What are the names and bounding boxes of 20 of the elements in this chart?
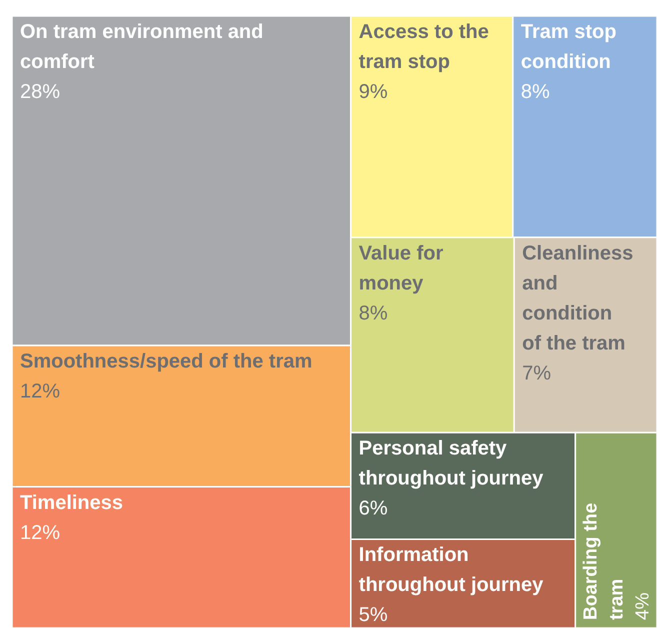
data-label: 6% bbox=[358, 498, 388, 520]
category-label: Personal safety throughout journey bbox=[358, 438, 544, 490]
category-label: Access to the tram stop bbox=[358, 21, 489, 73]
data-label: 7% bbox=[522, 362, 552, 384]
data-label: 4% bbox=[632, 592, 654, 620]
category-label: Boarding the tram bbox=[580, 502, 628, 620]
category-label: Timeliness bbox=[20, 492, 124, 514]
data-label: 5% bbox=[358, 604, 388, 626]
category-label: On tram environment and comfort bbox=[20, 21, 264, 73]
data-label: 8% bbox=[520, 81, 550, 103]
data-label: 8% bbox=[358, 302, 388, 324]
data-label: 12% bbox=[20, 380, 60, 403]
data-label: 28% bbox=[20, 81, 60, 103]
category-label: Smoothness/speed of the tram bbox=[20, 350, 312, 373]
category-label: Tram stop condition bbox=[520, 21, 616, 73]
category-label: Cleanliness and condition of the tram bbox=[522, 242, 634, 354]
data-label: 9% bbox=[358, 81, 388, 103]
data-label: 12% bbox=[20, 522, 60, 544]
category-label: Information throughout journey bbox=[358, 544, 544, 596]
category-label: Value for money bbox=[358, 242, 444, 294]
